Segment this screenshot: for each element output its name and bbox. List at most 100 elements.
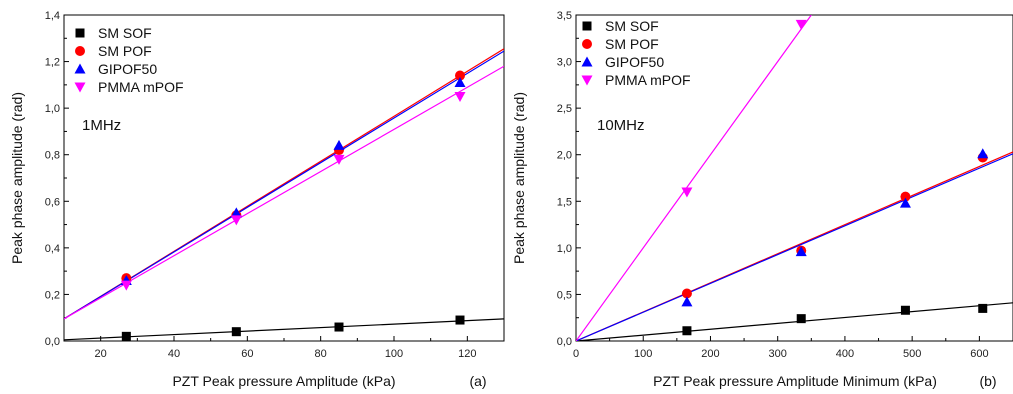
x-tick-label: 120 bbox=[458, 348, 476, 360]
panel-label: (a) bbox=[469, 373, 486, 389]
series-gipof50 bbox=[681, 148, 989, 307]
data-point bbox=[230, 215, 242, 226]
legend-marker bbox=[74, 82, 86, 93]
data-point bbox=[120, 280, 132, 291]
x-tick-label: 40 bbox=[168, 348, 180, 360]
x-axis-label: PZT Peak pressure Amplitude (kPa) bbox=[172, 373, 395, 389]
y-tick-label: 0,6 bbox=[45, 196, 60, 208]
legend: SM SOF SM POF GIPOF50 PMMA mPOF bbox=[74, 25, 184, 95]
y-tick-label: 0,0 bbox=[557, 336, 572, 348]
y-tick-label: 0,2 bbox=[45, 289, 60, 301]
legend-item: SM POF bbox=[582, 36, 659, 52]
legend-marker bbox=[582, 21, 592, 31]
y-tick-label: 3,0 bbox=[557, 57, 572, 69]
legend-item: GIPOF50 bbox=[74, 61, 157, 77]
data-point bbox=[121, 331, 131, 341]
x-tick-label: 400 bbox=[836, 348, 854, 360]
y-axis-label: Peak phase amplitude (rad) bbox=[511, 92, 527, 264]
y-tick-label: 1,0 bbox=[45, 103, 60, 115]
y-tick-label: 0,5 bbox=[557, 289, 572, 301]
legend-marker bbox=[74, 63, 86, 74]
fit-line-gipof50 bbox=[64, 50, 504, 320]
fit-line-pmma-mpof bbox=[64, 65, 504, 320]
legend-marker bbox=[582, 39, 592, 49]
data-point bbox=[333, 139, 345, 150]
data-point bbox=[455, 70, 465, 81]
data-point bbox=[681, 296, 693, 307]
legend-label: GIPOF50 bbox=[98, 61, 157, 77]
data-point bbox=[454, 92, 466, 102]
data-point bbox=[682, 326, 692, 336]
y-tick-label: 3,5 bbox=[557, 10, 572, 22]
y-tick-label: 0,4 bbox=[45, 243, 60, 255]
x-tick-label: 300 bbox=[769, 348, 787, 360]
legend-marker bbox=[581, 75, 593, 86]
y-tick-label: 0,0 bbox=[45, 336, 60, 348]
x-tick-label: 20 bbox=[95, 348, 107, 360]
data-point bbox=[978, 303, 988, 313]
series-pmma-mpof bbox=[681, 19, 807, 198]
series-sm-sof bbox=[682, 303, 988, 336]
y-tick-label: 0,8 bbox=[45, 150, 60, 162]
data-point bbox=[796, 314, 806, 324]
data-point bbox=[795, 246, 807, 257]
legend-marker bbox=[75, 46, 85, 56]
frequency-annotation: 1MHz bbox=[82, 117, 121, 134]
frequency-annotation: 10MHz bbox=[597, 117, 645, 134]
series-pmma-mpof bbox=[120, 92, 466, 291]
data-point bbox=[795, 19, 807, 30]
x-tick-label: 100 bbox=[634, 348, 652, 360]
legend-label: SM SOF bbox=[98, 25, 152, 41]
data-point bbox=[899, 197, 911, 208]
y-axis-label: Peak phase amplitude (rad) bbox=[9, 92, 25, 264]
data-point bbox=[334, 322, 344, 332]
legend-item: GIPOF50 bbox=[581, 54, 664, 70]
panel-label: (b) bbox=[979, 373, 996, 389]
legend-item: SM SOF bbox=[75, 25, 152, 41]
fit-line-pmma-mpof bbox=[576, 15, 812, 341]
legend-item: SM SOF bbox=[582, 18, 659, 34]
y-tick-label: 2,5 bbox=[557, 103, 572, 115]
legend-item: PMMA mPOF bbox=[74, 79, 184, 95]
fit-line-gipof50 bbox=[576, 153, 1013, 341]
y-tick-label: 1,0 bbox=[557, 243, 572, 255]
x-tick-label: 100 bbox=[385, 348, 403, 360]
y-tick-label: 2,0 bbox=[557, 150, 572, 162]
legend-label: SM POF bbox=[98, 43, 152, 59]
y-tick-label: 1,5 bbox=[557, 196, 572, 208]
x-tick-label: 600 bbox=[970, 348, 988, 360]
y-tick-label: 1,2 bbox=[45, 57, 60, 69]
x-tick-label: 200 bbox=[701, 348, 719, 360]
series-sm-pof bbox=[121, 70, 465, 284]
legend-marker bbox=[75, 28, 85, 38]
data-point bbox=[231, 327, 241, 337]
x-tick-label: 80 bbox=[315, 348, 327, 360]
legend-label: PMMA mPOF bbox=[98, 79, 184, 95]
legend: SM SOF SM POF GIPOF50 PMMA mPOF bbox=[581, 18, 691, 88]
x-tick-label: 500 bbox=[903, 348, 921, 360]
x-axis-label: PZT Peak pressure Amplitude Minimum (kPa… bbox=[653, 373, 937, 389]
data-point bbox=[900, 191, 911, 202]
data-point bbox=[900, 305, 910, 315]
data-point bbox=[977, 148, 989, 159]
x-tick-label: 60 bbox=[241, 348, 253, 360]
data-point bbox=[454, 77, 466, 88]
plot-area bbox=[576, 15, 1013, 341]
legend-item: SM POF bbox=[75, 43, 152, 59]
legend-marker bbox=[581, 56, 593, 67]
fit-line-sm-sof bbox=[576, 302, 1013, 341]
fit-line-sm-sof bbox=[64, 318, 504, 341]
legend-item: PMMA mPOF bbox=[581, 72, 691, 88]
legend-label: SM POF bbox=[605, 36, 659, 52]
chart-panel-a: 20 40 60 80 100 120 0,0 0,2 0,4 0,6 0,8 1,0 1,2 1,4 PZ… bbox=[9, 10, 505, 389]
series-gipof50 bbox=[120, 77, 466, 285]
data-point bbox=[333, 154, 345, 165]
y-tick-label: 1,4 bbox=[45, 10, 60, 22]
data-point bbox=[455, 315, 465, 325]
series-sm-sof bbox=[121, 315, 465, 341]
data-point bbox=[681, 288, 692, 299]
data-point bbox=[230, 207, 242, 218]
x-tick-label: 0 bbox=[573, 348, 579, 360]
plot-area bbox=[64, 48, 504, 341]
